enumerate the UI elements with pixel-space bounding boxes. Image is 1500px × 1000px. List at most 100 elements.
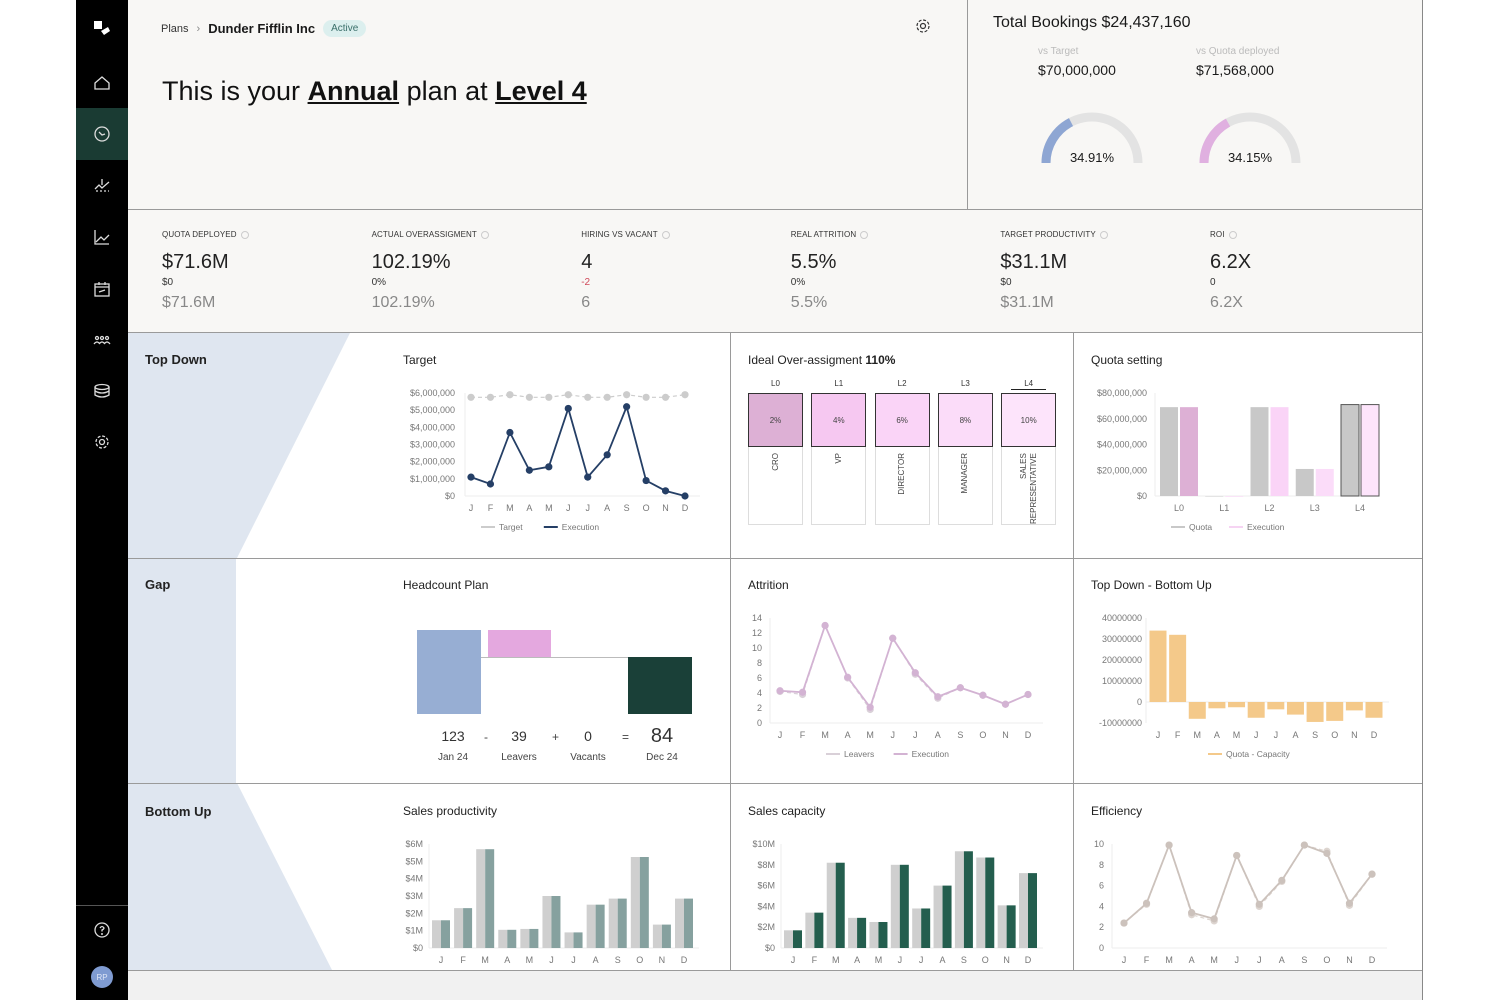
chart-title: Target [403, 353, 437, 367]
quota-setting-chart: $0 $20,000,000 $40,000,000 $60,000,000 $80,0… [1097, 388, 1380, 532]
series-line-execution [470, 403, 686, 497]
plan-period-link[interactable]: Annual [307, 76, 400, 106]
bar-execution [1270, 407, 1289, 496]
calendar-icon[interactable] [76, 263, 128, 315]
x-tick-label: F [1175, 730, 1181, 740]
x-tick-label: M [1194, 730, 1202, 740]
bar-target [912, 908, 922, 948]
sales-productivity-chart: $0 $1M $2M $3M $4M $5M $6M J F M A M J J A S O N D [405, 839, 699, 965]
x-tick-label: F [800, 730, 806, 740]
kpi-label: Actual Overassigment [372, 230, 489, 239]
connector-line [481, 656, 628, 658]
y-tick-label: $0 [765, 943, 775, 953]
y-tick-label: 2 [757, 703, 762, 713]
gauge-label: vs Target [1038, 46, 1079, 57]
home-icon[interactable] [76, 57, 128, 109]
gauge-vs-target [1041, 112, 1143, 164]
legend-label: Quota - Capacity [1226, 749, 1291, 759]
database-icon[interactable] [76, 365, 128, 417]
role-label: SALES REPRESENTATIVE [1018, 453, 1038, 524]
series-line-target [471, 394, 686, 398]
page-title: This is your Annual plan at Level 4 [162, 76, 587, 107]
kpi-label: Hiring vs Vacant [581, 230, 670, 239]
data-point [1233, 851, 1241, 860]
level-column[interactable]: L2 6% DIRECTOR [874, 379, 930, 525]
sidebar-divider [76, 905, 128, 906]
dashboard-icon[interactable] [76, 108, 128, 160]
chevron-right-icon: › [196, 22, 201, 35]
x-tick-label: J [898, 955, 903, 965]
y-tick-label: 8 [757, 658, 762, 668]
settings-gear-icon[interactable] [914, 17, 934, 37]
data-point [1345, 899, 1354, 907]
bar-execution [551, 896, 561, 948]
x-tick-label: L2 [1264, 503, 1274, 513]
target-chart: $0 $1,000,000 $2,000,000 $3,000,000 $4,000,0… [410, 388, 700, 532]
operator: = [622, 730, 630, 744]
gauge-label: vs Quota deployed [1196, 46, 1280, 57]
y-tick-label: 10000000 [1102, 676, 1142, 686]
title-middle: plan at [406, 76, 488, 106]
info-icon[interactable] [1228, 230, 1237, 239]
attrition-chart: 0 2 4 6 8 10 12 14 J F M A M J J A S O N D Leavers Execution [752, 613, 1043, 759]
x-tick-label: N [1346, 955, 1353, 965]
line-chart-icon[interactable] [76, 211, 128, 263]
data-point [1368, 870, 1376, 878]
analytics-icon[interactable] [76, 159, 128, 211]
team-icon[interactable] [76, 314, 128, 366]
y-tick-label: 0 [757, 718, 762, 728]
level-column[interactable]: L3 8% MANAGER [937, 379, 993, 525]
data-point [506, 428, 514, 437]
series-line-execution [1123, 842, 1373, 924]
title-prefix: This is your [162, 76, 301, 106]
gauge-percent: 34.91% [1069, 150, 1115, 165]
divider [128, 970, 1422, 971]
divider [967, 0, 968, 210]
bar-quota-capacity [1365, 702, 1383, 718]
breadcrumb-plans[interactable]: Plans [161, 22, 189, 35]
bar-quota [1340, 404, 1360, 497]
level-label: L3 [960, 379, 970, 388]
y-tick-label: $6M [757, 881, 775, 891]
plan-level-link[interactable]: Level 4 [495, 76, 587, 106]
bar-quota-capacity [1267, 702, 1285, 710]
operator: + [552, 730, 560, 744]
y-tick-label: $0 [1137, 491, 1147, 501]
data-point [798, 688, 807, 696]
y-tick-label: $5M [405, 856, 423, 866]
series-line-leavers [779, 623, 1029, 711]
bar-quota [1160, 407, 1178, 496]
data-point [642, 393, 650, 401]
bar-quota-capacity [1228, 702, 1246, 708]
level-column[interactable]: L1 4% VP [811, 379, 867, 525]
headcount-start-label: Jan 24 [437, 752, 469, 763]
gap-band [128, 558, 236, 783]
chart-title: Top Down - Bottom Up [1091, 578, 1212, 592]
x-tick-label: D [681, 955, 688, 965]
logo-icon[interactable] [76, 2, 128, 54]
info-icon[interactable] [860, 230, 869, 239]
settings-icon[interactable] [76, 416, 128, 468]
info-icon[interactable] [661, 230, 670, 239]
bar-target [1019, 873, 1028, 948]
y-tick-label: 4 [1099, 901, 1104, 911]
info-icon[interactable] [480, 230, 489, 239]
x-tick-label: M [875, 955, 883, 965]
level-column[interactable]: L0 2% CRO [748, 379, 803, 525]
help-icon[interactable] [76, 904, 128, 956]
x-tick-label: F [460, 955, 466, 965]
level-percent: 4% [811, 393, 867, 447]
bar-execution [1315, 468, 1334, 496]
avatar[interactable]: RP [91, 966, 113, 988]
info-icon[interactable] [240, 230, 249, 239]
data-point [1300, 841, 1308, 849]
y-tick-label: $1,000,000 [410, 474, 455, 484]
level-column[interactable]: L4 10% SALES REPRESENTATIVE [1001, 379, 1057, 525]
bar-quota [1205, 496, 1224, 497]
breadcrumb: Plans › Dunder Fifflin Inc Active [161, 20, 367, 37]
y-tick-label: 10 [1094, 839, 1104, 849]
data-point [776, 687, 784, 695]
kpi-delta: 0% [371, 277, 387, 288]
x-tick-label: D [1025, 955, 1032, 965]
info-icon[interactable] [1099, 230, 1108, 239]
